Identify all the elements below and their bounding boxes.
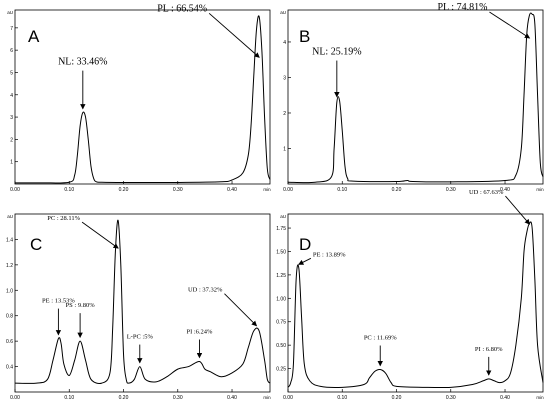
plot-frame bbox=[14, 213, 271, 393]
x-tick-label: 0.20 bbox=[119, 395, 129, 401]
peak-annotation: PC : 28.11% bbox=[47, 215, 80, 222]
peak-annotation: PL : 66.54% bbox=[157, 3, 207, 14]
y-tick-label: 1.4 bbox=[6, 237, 13, 243]
x-tick-label: 0.10 bbox=[64, 187, 74, 193]
y-unit-label: aU bbox=[280, 214, 286, 219]
x-tick-label: 0.40 bbox=[227, 187, 237, 193]
panel-A: 1 2 3 4 5 6 7 aU 0.00 0.10 0.20 0.30 0.40 min A NL: 33.… bbox=[7, 3, 271, 193]
y-tick-label: 4 bbox=[283, 40, 286, 46]
annotation-arrow bbox=[505, 195, 531, 225]
y-unit-label: aU bbox=[280, 10, 286, 15]
x-tick-label: 0.20 bbox=[392, 187, 402, 193]
peak-annotation: PS : 9.80% bbox=[66, 302, 96, 309]
x-tick-label: 0.30 bbox=[173, 395, 183, 401]
y-unit-label: aU bbox=[7, 214, 13, 219]
y-unit-label: aU bbox=[7, 10, 13, 15]
x-tick-label: 0.00 bbox=[283, 395, 293, 401]
x-unit-label: min bbox=[263, 187, 271, 192]
y-tick-label: 0.50 bbox=[276, 343, 286, 349]
peak-annotation: PE : 13.89% bbox=[313, 251, 346, 258]
peak-annotation: PE : 13.53% bbox=[42, 298, 75, 305]
x-unit-label: min bbox=[536, 187, 544, 192]
panel-letter: A bbox=[28, 27, 40, 46]
y-tick-label: 3 bbox=[283, 75, 286, 81]
y-tick-label: 1 bbox=[10, 160, 13, 166]
plot-frame bbox=[287, 213, 544, 393]
x-tick-label: 0.30 bbox=[446, 395, 456, 401]
x-tick-label: 0.30 bbox=[173, 187, 183, 193]
x-tick-label: 0.30 bbox=[446, 187, 456, 193]
chromatogram-trace bbox=[287, 12, 544, 184]
chromatogram-trace bbox=[14, 219, 271, 384]
peak-annotation: PI : 6.80% bbox=[475, 346, 503, 353]
x-tick-label: 0.00 bbox=[10, 395, 20, 401]
peak-annotation: PI :6.24% bbox=[186, 328, 213, 335]
panel-letter: D bbox=[299, 235, 311, 254]
x-tick-label: 0.40 bbox=[227, 395, 237, 401]
peak-annotation: PL : 74.81% bbox=[438, 2, 488, 13]
x-tick-label: 0.10 bbox=[64, 395, 74, 401]
peak-annotation: L-PC :5% bbox=[127, 334, 154, 341]
x-tick-label: 0.10 bbox=[337, 187, 347, 193]
y-tick-label: 2 bbox=[283, 111, 286, 117]
annotation-arrow bbox=[208, 12, 260, 58]
panel-B: 1 2 3 4 aU 0.00 0.10 0.20 0.30 0.40 min BNL: 25.19%… bbox=[280, 2, 544, 193]
chromatogram-trace bbox=[14, 15, 271, 184]
annotation-arrow bbox=[224, 293, 258, 327]
y-tick-label: 5 bbox=[10, 70, 13, 76]
y-tick-label: 0.4 bbox=[6, 365, 13, 371]
y-tick-label: 7 bbox=[10, 26, 13, 32]
peak-annotation: UD : 67.63% bbox=[469, 189, 504, 196]
y-tick-label: 0.6 bbox=[6, 339, 13, 345]
peak-annotation: UD : 37.32% bbox=[188, 287, 223, 294]
y-tick-label: 1 bbox=[283, 146, 286, 152]
annotation-arrow bbox=[489, 11, 531, 39]
x-unit-label: min bbox=[263, 395, 271, 400]
panel-C: 0.4 0.6 0.8 1.0 1.2 1.4 aU 0.00 0.10 0.20 0.30 0.40… bbox=[6, 213, 271, 401]
x-tick-label: 0.00 bbox=[283, 187, 293, 193]
x-tick-label: 0.40 bbox=[500, 395, 510, 401]
y-tick-label: 0.8 bbox=[6, 314, 13, 320]
y-tick-label: 2 bbox=[10, 137, 13, 143]
y-tick-label: 1.0 bbox=[6, 288, 13, 294]
x-tick-label: 0.10 bbox=[337, 395, 347, 401]
plot-frame bbox=[14, 9, 271, 185]
y-tick-label: 6 bbox=[10, 48, 13, 54]
y-tick-label: 0.25 bbox=[276, 367, 286, 373]
panel-letter: B bbox=[299, 27, 310, 46]
peak-annotation: NL: 33.46% bbox=[58, 57, 107, 68]
x-tick-label: 0.00 bbox=[10, 187, 20, 193]
annotation-arrow bbox=[298, 257, 312, 265]
peak-annotation: PC : 11.69% bbox=[364, 335, 397, 342]
y-tick-label: 1.50 bbox=[276, 249, 286, 255]
y-tick-label: 1.75 bbox=[276, 226, 286, 232]
panel-letter: C bbox=[30, 235, 42, 254]
chromatogram-trace bbox=[287, 221, 544, 389]
y-tick-label: 1.00 bbox=[276, 296, 286, 302]
plot-frame bbox=[287, 9, 544, 185]
panel-D: 0.25 0.50 0.75 1.00 1.25 1.50 1.75 aU 0.00 0.10 0.… bbox=[276, 189, 544, 401]
x-unit-label: min bbox=[536, 395, 544, 400]
x-tick-label: 0.20 bbox=[392, 395, 402, 401]
annotation-arrow bbox=[81, 221, 119, 249]
y-tick-label: 3 bbox=[10, 115, 13, 121]
y-tick-label: 4 bbox=[10, 93, 13, 99]
y-tick-label: 0.75 bbox=[276, 320, 286, 326]
y-tick-label: 1.25 bbox=[276, 273, 286, 279]
peak-annotation: NL: 25.19% bbox=[312, 47, 361, 58]
x-tick-label: 0.20 bbox=[119, 187, 129, 193]
y-tick-label: 1.2 bbox=[6, 263, 13, 269]
x-tick-label: 0.40 bbox=[500, 187, 510, 193]
